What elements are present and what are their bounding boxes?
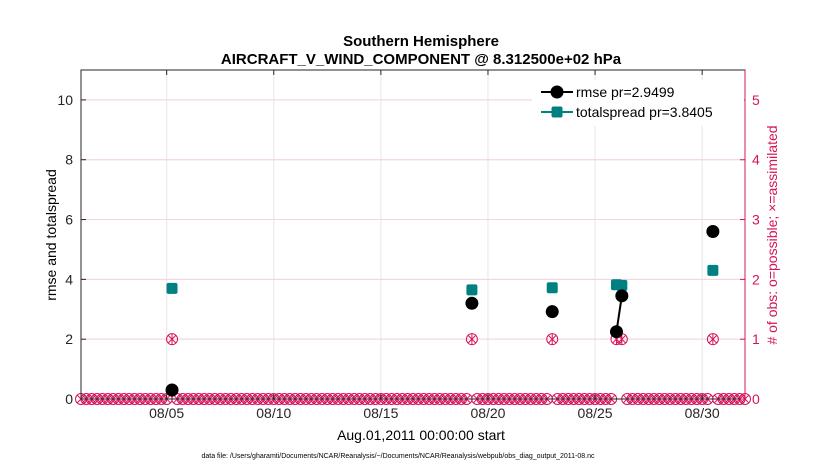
y-right-tick-label: 0 [752,391,760,407]
legend-box [532,80,744,126]
legend-totalspread-marker [551,106,563,118]
y-tick-label: 10 [57,92,73,108]
y-right-tick-label: 5 [752,92,760,108]
obs-count-marker [546,333,559,346]
x-tick-label: 08/30 [685,405,720,421]
legend: rmse pr=2.9499 totalspread pr=3.8405 [532,80,744,126]
x-tick-label: 08/05 [149,405,184,421]
totalspread-point [166,282,178,294]
data-file-footnote: data file: /Users/gharamti/Documents/NCA… [201,453,595,460]
legend-totalspread-label: totalspread pr=3.8405 [576,104,713,120]
totalspread-point [546,282,558,294]
y-tick-label: 2 [65,331,73,347]
totalspread-point [466,284,478,296]
y-axis-ticks: 0 2 4 6 8 10 [57,92,86,407]
rmse-point [165,383,179,397]
rmse-point [609,325,623,339]
y-tick-label: 0 [65,391,73,407]
y-right-tick-label: 4 [752,152,760,168]
y-tick-label: 4 [65,271,73,287]
legend-rmse-label: rmse pr=2.9499 [576,84,675,100]
y-right-axis-ticks: 0 1 2 3 4 5 [740,92,760,407]
y-axis-label: rmse and totalspread [43,169,59,301]
y-right-tick-label: 2 [752,271,760,287]
chart-title: Southern Hemisphere [343,33,499,50]
rmse-point [706,225,720,239]
totalspread-point [707,264,719,276]
x-axis-label: Aug.01,2011 00:00:00 start [337,427,505,443]
y-tick-label: 6 [65,212,73,228]
rmse-point [545,305,559,319]
x-tick-label: 08/25 [578,405,613,421]
obs-count-marker [706,333,719,346]
data-series [165,225,720,397]
x-tick-label: 08/20 [470,405,505,421]
x-axis-ticks: 08/05 08/10 08/15 08/20 08/25 08/30 [149,70,720,421]
totalspread-point [616,279,628,291]
rmse-point [615,289,629,303]
y-right-tick-label: 3 [752,212,760,228]
chart-subtitle: AIRCRAFT_V_WIND_COMPONENT @ 8.312500e+02… [221,51,622,68]
obs-count-marker [465,333,478,346]
y-right-axis-label: # of obs: o=possible; ×=assimilated [764,125,780,344]
obs-count-marker [166,333,179,346]
y-right-tick-label: 1 [752,331,760,347]
y-tick-label: 8 [65,152,73,168]
x-tick-label: 08/15 [363,405,398,421]
legend-rmse-marker [550,85,564,99]
x-tick-label: 08/10 [256,405,291,421]
rmse-point [465,296,479,310]
